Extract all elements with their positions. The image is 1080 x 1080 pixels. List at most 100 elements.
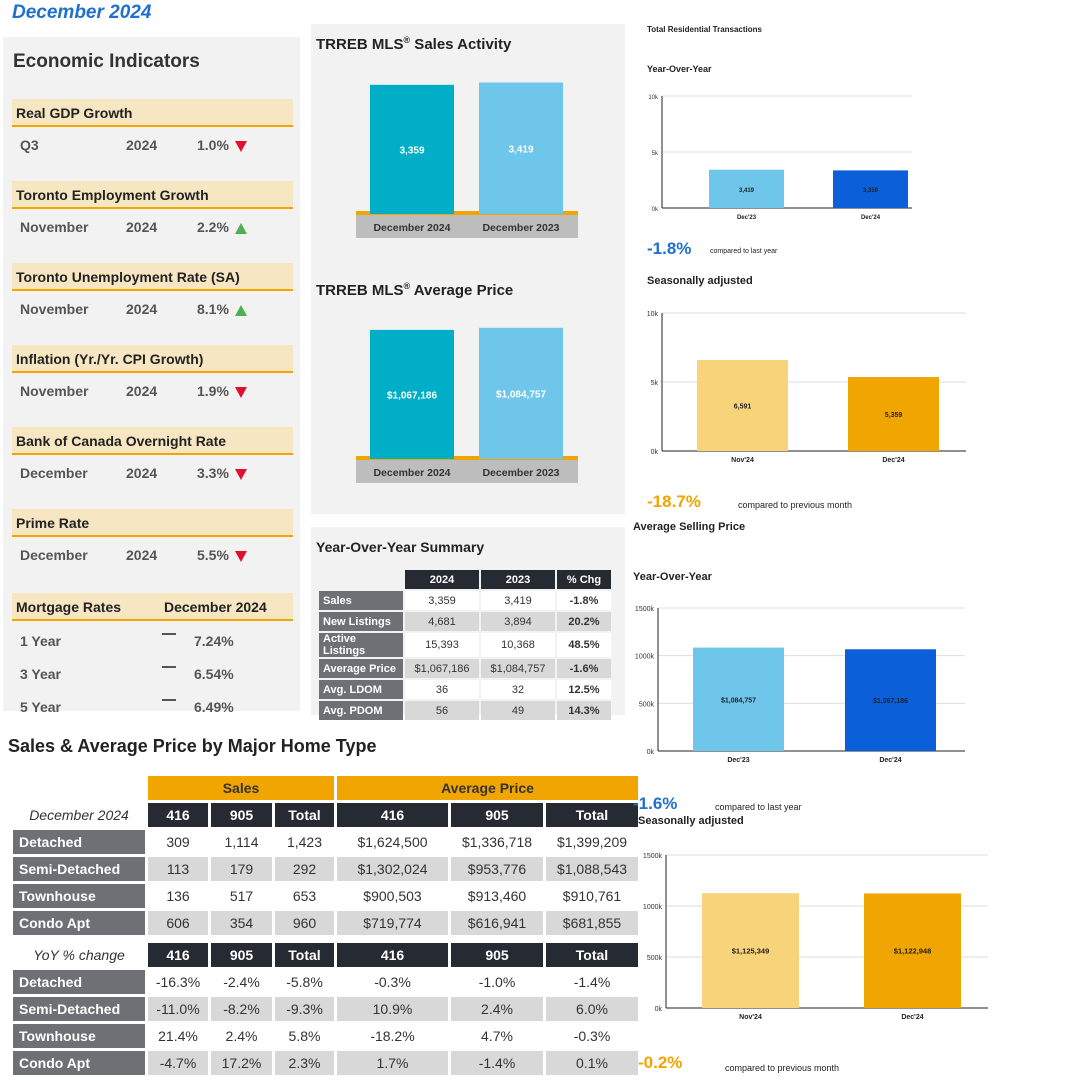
home-type-cell: $1,399,209 <box>546 830 638 854</box>
home-type-label: Townhouse <box>13 884 145 908</box>
mortgage-term: 5 Year <box>20 699 62 715</box>
indicator-year: 2024 <box>126 547 158 563</box>
category-footer <box>356 459 578 483</box>
home-type-cell: -0.3% <box>546 1024 638 1048</box>
dash-icon <box>162 666 176 668</box>
indicator-period: December <box>20 547 88 563</box>
summary-cell: 3,894 <box>481 612 555 631</box>
home-type-cell: 0.1% <box>546 1051 638 1075</box>
bar <box>370 329 454 459</box>
indicator-header: Inflation (Yr./Yr. CPI Growth) <box>12 345 293 373</box>
home-type-cell: 136 <box>148 884 208 908</box>
data-label: 3,419 <box>739 188 755 194</box>
home-type-row: Townhouse 21.4% 2.4% 5.8% -18.2% 4.7% -0.3% <box>13 1024 638 1048</box>
home-type-cell: 113 <box>148 857 208 881</box>
summary-cell: 10,368 <box>481 633 555 657</box>
home-type-cell: -11.0% <box>148 997 208 1021</box>
avg-price-title: Average Selling Price <box>633 521 746 533</box>
home-type-label: Semi-Detached <box>13 857 145 881</box>
y-tick-label: 500k <box>647 955 663 962</box>
home-type-cell: $616,941 <box>451 911 543 935</box>
column-header: 905 <box>451 943 543 967</box>
sales-activity-title: TRREB MLS® Sales Activity <box>316 35 512 53</box>
report-title: December 2024 <box>12 2 152 23</box>
indicator-year: 2024 <box>126 383 158 399</box>
home-type-row: Semi-Detached -11.0% -8.2% -9.3% 10.9% 2.4% 6.… <box>13 997 638 1021</box>
indicator-header: Toronto Unemployment Rate (SA) <box>12 263 293 291</box>
yoy-summary-table: 2024 2023 % Chg Sales 3,359 3,419 -1.8% New … <box>317 568 613 722</box>
price-group-header: Average Price <box>337 776 638 800</box>
summary-cell: 3,419 <box>481 591 555 610</box>
home-type-row: Semi-Detached 113 179 292 $1,302,024 $953,776… <box>13 857 638 881</box>
y-tick-label: 5k <box>651 380 659 387</box>
summary-pct-cell: -1.8% <box>557 591 611 610</box>
summary-row-label: Active Listings <box>319 633 403 657</box>
home-type-cell: 606 <box>148 911 208 935</box>
transactions-yoy-pct: -1.8% <box>647 239 692 258</box>
indicator-value-group: 1.0% <box>197 137 247 153</box>
trend-down-icon <box>234 140 247 152</box>
indicator-value-group: 5.5% <box>197 547 247 563</box>
summary-pct-cell: 12.5% <box>557 680 611 699</box>
transactions-sa-label: Seasonally adjusted <box>647 275 753 287</box>
summary-pct-cell: 14.3% <box>557 701 611 720</box>
avg-price-sa-chart: 0k 500k 1000k 1500k $1,125,349 Nov'24 $1,122,9… <box>643 853 988 1021</box>
home-type-cell: 653 <box>275 884 334 908</box>
indicator-value-group: 3.3% <box>197 465 247 481</box>
summary-header: 2024 <box>405 570 479 589</box>
home-type-cell: -9.3% <box>275 997 334 1021</box>
category-label: December 2023 <box>482 222 559 234</box>
y-tick-label: 1500k <box>635 606 655 613</box>
indicator-value: 8.1% <box>197 301 229 317</box>
transactions-title: Total Residential Transactions <box>647 25 762 34</box>
summary-header: % Chg <box>557 570 611 589</box>
home-type-cell: 21.4% <box>148 1024 208 1048</box>
indicator-header: Bank of Canada Overnight Rate <box>12 427 293 455</box>
column-header: 416 <box>337 803 448 827</box>
indicator-row: December 2024 3.3% <box>12 461 293 485</box>
avg-price-sa-compare: compared to previous month <box>725 1063 840 1073</box>
home-type-label: Townhouse <box>13 1024 145 1048</box>
home-type-cell: 179 <box>211 857 272 881</box>
y-tick-label: 5k <box>652 151 659 157</box>
bar <box>479 327 563 459</box>
home-type-row: Detached 309 1,114 1,423 $1,624,500 $1,336,71… <box>13 830 638 854</box>
bar <box>370 84 454 214</box>
summary-row: Avg. LDOM 36 32 12.5% <box>319 680 611 699</box>
summary-row-label: Sales <box>319 591 403 610</box>
category-label: Dec'24 <box>901 1014 923 1021</box>
home-type-label: Condo Apt <box>13 911 145 935</box>
home-type-cell: 10.9% <box>337 997 448 1021</box>
home-type-label: Detached <box>13 830 145 854</box>
home-type-cell: $1,336,718 <box>451 830 543 854</box>
trreb-panel: TRREB MLS® Sales Activity 3,359 December … <box>311 24 625 514</box>
bar <box>693 647 784 751</box>
summary-pct-cell: 20.2% <box>557 612 611 631</box>
column-header: Total <box>546 943 638 967</box>
column-header: Total <box>546 803 638 827</box>
trend-up-icon <box>234 222 247 234</box>
bar <box>697 360 788 451</box>
category-label: December 2023 <box>482 467 559 479</box>
column-header: 905 <box>451 803 543 827</box>
summary-row-label: Average Price <box>319 659 403 678</box>
yoy-label: YoY % change <box>13 943 145 967</box>
home-type-cell: 2.4% <box>211 1024 272 1048</box>
summary-row: Sales 3,359 3,419 -1.8% <box>319 591 611 610</box>
summary-row: New Listings 4,681 3,894 20.2% <box>319 612 611 631</box>
home-type-row: Townhouse 136 517 653 $900,503 $913,460 $910,7… <box>13 884 638 908</box>
category-label: Dec'24 <box>879 757 901 764</box>
data-label: 3,419 <box>508 144 533 155</box>
transactions-sa-chart: 0k 5k 10k 6,591 Nov'24 5,359 Dec'24 <box>647 311 966 464</box>
column-header: 416 <box>337 943 448 967</box>
data-label: 5,359 <box>885 412 903 419</box>
home-type-cell: $681,855 <box>546 911 638 935</box>
period-label: December 2024 <box>13 803 145 827</box>
transactions-yoy-chart: 0k 5k 10k 3,419 Dec'23 3,359 Dec'24 <box>648 95 912 221</box>
y-tick-label: 1000k <box>643 904 663 911</box>
y-tick-label: 0k <box>655 1006 663 1013</box>
data-label: 6,591 <box>734 404 752 411</box>
summary-cell: 4,681 <box>405 612 479 631</box>
indicator-value-group: 8.1% <box>197 301 247 317</box>
avg-price-yoy-compare: compared to last year <box>715 802 802 812</box>
